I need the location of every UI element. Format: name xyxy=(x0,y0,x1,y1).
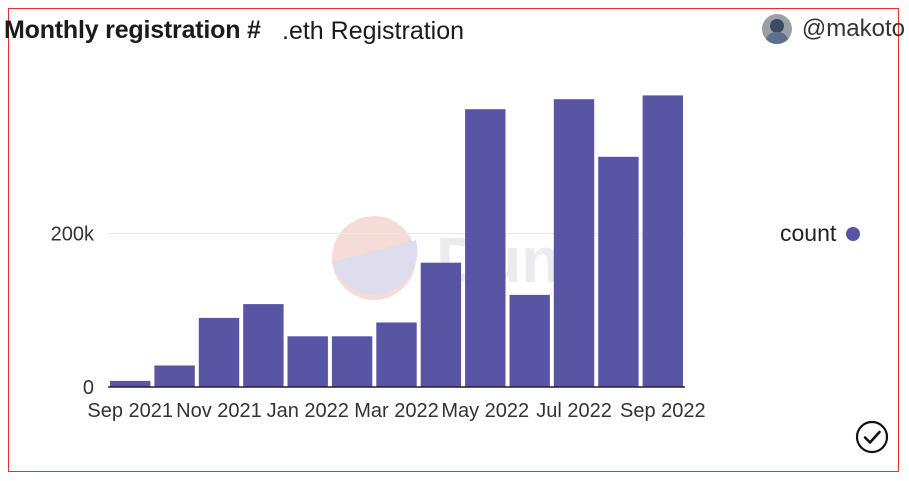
x-tick-label: Jan 2022 xyxy=(267,400,349,422)
x-tick-label: Mar 2022 xyxy=(354,400,439,422)
bar-sep-2021[interactable] xyxy=(110,380,151,387)
bar-apr-2022[interactable] xyxy=(420,262,462,387)
x-tick-label: Sep 2022 xyxy=(620,400,706,422)
x-tick-label: Nov 2021 xyxy=(176,400,262,422)
x-tick-label: Sep 2021 xyxy=(87,400,173,422)
chart-card xyxy=(8,8,899,472)
legend-label[interactable]: count xyxy=(780,220,837,246)
chart-subtitle: .eth Registration xyxy=(282,17,465,45)
bar-mar-2022[interactable] xyxy=(376,322,417,388)
bar-feb-2022[interactable] xyxy=(331,336,373,387)
bar-oct-2021[interactable] xyxy=(154,365,195,388)
bar-jun-2022[interactable] xyxy=(509,294,550,387)
author-name[interactable]: @makoto xyxy=(801,15,905,42)
bar-aug-2022[interactable] xyxy=(598,156,639,388)
x-tick-label: May 2022 xyxy=(441,400,529,422)
axis-layer: Sep 2021 Nov 2021 Jan 2022 Mar 2022 May 2022… xyxy=(87,386,706,422)
y-tick-label: 0 xyxy=(83,377,94,399)
author-badge[interactable]: @makoto xyxy=(761,14,905,44)
bar-jan-2022[interactable] xyxy=(287,336,328,387)
watermark-logo-wedge xyxy=(332,240,418,295)
check-circle-icon[interactable] xyxy=(855,420,889,454)
legend-dot xyxy=(846,226,861,241)
bar-dec-2021[interactable] xyxy=(243,304,284,387)
legend[interactable]: count xyxy=(780,220,861,247)
x-tick-label: Jul 2022 xyxy=(536,400,612,422)
bar-sep-2022[interactable] xyxy=(642,95,683,388)
bar-nov-2021[interactable] xyxy=(198,317,240,387)
y-tick-label: 200k xyxy=(51,224,95,246)
user-avatar-icon[interactable] xyxy=(761,14,792,44)
bar-jul-2022[interactable] xyxy=(553,99,595,387)
bar-layer xyxy=(110,95,683,388)
chart-title: Monthly registration # xyxy=(4,16,261,44)
bar-may-2022[interactable] xyxy=(465,109,506,387)
